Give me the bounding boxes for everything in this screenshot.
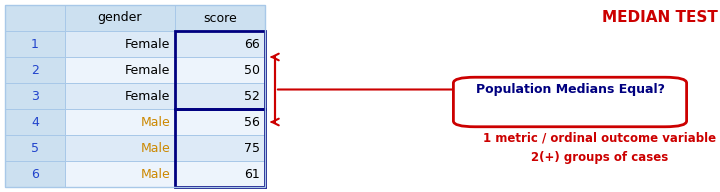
Bar (175, 161, 265, 187)
Text: 6: 6 (31, 167, 39, 180)
Bar (175, 109, 265, 187)
Text: 3: 3 (31, 89, 39, 103)
Bar (65, 109, 175, 135)
Text: 61: 61 (244, 167, 260, 180)
Bar (5, 109, 65, 135)
Bar (65, 135, 175, 161)
Text: 4: 4 (31, 116, 39, 128)
Text: 5: 5 (31, 142, 39, 155)
Bar (175, 57, 265, 83)
Bar (175, 135, 265, 161)
Bar (65, 83, 175, 109)
Text: Male: Male (140, 167, 170, 180)
Bar (5, 83, 65, 109)
Text: gender: gender (98, 12, 143, 25)
Bar (5, 31, 65, 57)
Bar (65, 5, 175, 31)
Bar (5, 161, 65, 187)
Text: 2: 2 (31, 64, 39, 76)
Text: 1: 1 (31, 37, 39, 50)
Text: Male: Male (140, 116, 170, 128)
Text: Population Medians Equal?: Population Medians Equal? (475, 84, 665, 97)
Text: 75: 75 (244, 142, 260, 155)
Text: 50: 50 (244, 64, 260, 76)
Text: 1 metric / ordinal outcome variable: 1 metric / ordinal outcome variable (483, 132, 716, 145)
Bar (65, 57, 175, 83)
Bar (175, 109, 265, 135)
Bar (175, 5, 265, 31)
Bar (5, 57, 65, 83)
Text: 56: 56 (244, 116, 260, 128)
Text: Female: Female (125, 89, 170, 103)
Text: score: score (203, 12, 237, 25)
Text: 52: 52 (244, 89, 260, 103)
Text: 2(+) groups of cases: 2(+) groups of cases (531, 151, 669, 165)
Bar (175, 31, 265, 57)
Text: Female: Female (125, 64, 170, 76)
Bar (175, 83, 265, 109)
Text: MEDIAN TEST: MEDIAN TEST (602, 11, 718, 26)
Bar (5, 5, 265, 187)
FancyBboxPatch shape (454, 77, 687, 127)
Text: 66: 66 (244, 37, 260, 50)
Text: Female: Female (125, 37, 170, 50)
Bar (5, 5, 65, 31)
Bar (65, 161, 175, 187)
Bar (5, 135, 65, 161)
Bar (65, 31, 175, 57)
Text: Male: Male (140, 142, 170, 155)
Bar (175, 31, 265, 109)
